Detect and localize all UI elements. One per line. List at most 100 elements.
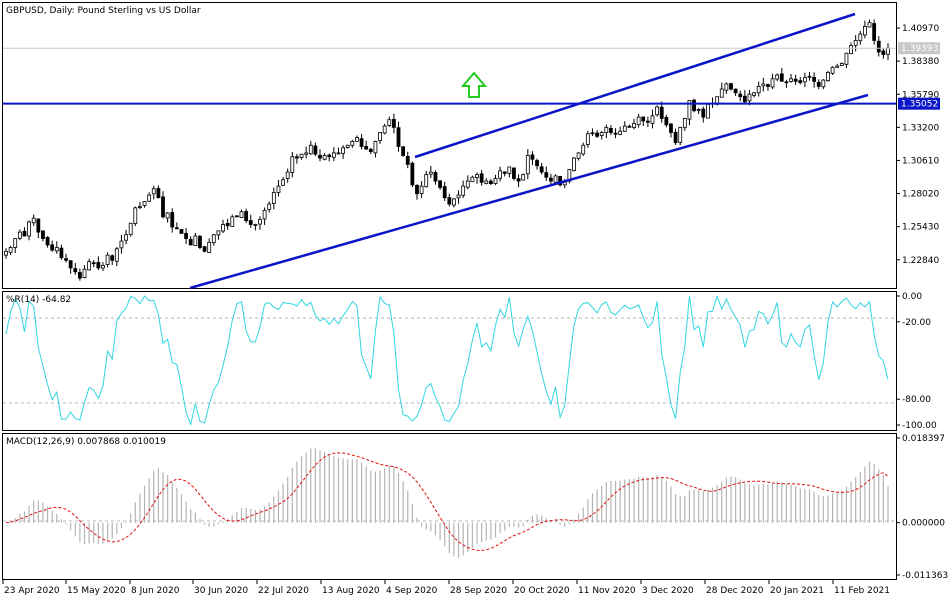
candle (41, 230, 45, 242)
candle (281, 176, 285, 186)
candle (36, 218, 41, 239)
candle (258, 216, 262, 230)
candle (308, 140, 313, 155)
main-frame (2, 2, 897, 289)
candle (198, 234, 202, 250)
candle (114, 247, 119, 267)
candle (188, 236, 193, 246)
candle (142, 201, 147, 208)
candle (696, 107, 701, 115)
candle (853, 35, 858, 52)
candle (641, 116, 646, 126)
candle (419, 181, 424, 199)
macd-axis-tick: -0.011363 (902, 571, 948, 581)
wpr-axis-tick: -20.00 (902, 318, 931, 328)
macd-axis-tick: 0.018397 (902, 434, 945, 444)
candle (876, 36, 881, 57)
candle (613, 128, 618, 139)
candle (138, 201, 142, 210)
candle (350, 139, 355, 148)
candle (156, 185, 161, 199)
candle (807, 71, 812, 81)
candle (239, 209, 244, 219)
candle (276, 179, 281, 197)
candle (405, 151, 410, 169)
candle (387, 116, 392, 127)
candle (470, 175, 475, 183)
candle (844, 52, 849, 69)
svg-text:1.35052: 1.35052 (901, 100, 938, 110)
candle (886, 43, 890, 61)
date-axis-label: 23 Apr 2020 (4, 586, 60, 596)
candle (461, 180, 466, 199)
candle (770, 73, 775, 90)
date-axis-label: 11 Feb 2021 (834, 586, 890, 596)
candle (525, 149, 530, 180)
candle (752, 92, 756, 98)
candle (465, 175, 470, 190)
candle (91, 260, 96, 268)
price-axis-tick: 1.30610 (902, 156, 939, 166)
candle (96, 256, 101, 271)
axes-layer: 1.40970 1.38380 1.35790 1.33200 1.30610 1.280… (2, 24, 948, 596)
candle (331, 147, 336, 162)
candle (452, 198, 456, 208)
wpr-layer (5, 294, 889, 426)
candle (193, 232, 198, 246)
candle (45, 236, 50, 248)
candle (622, 121, 627, 132)
overlays-layer (3, 12, 896, 290)
candle (863, 20, 867, 39)
candle (484, 178, 489, 185)
candle (839, 62, 844, 66)
candle (636, 113, 641, 128)
candle (271, 187, 276, 210)
candle (553, 174, 558, 184)
macd-axis-tick: 0.000000 (902, 519, 945, 529)
candle (262, 207, 267, 226)
candle (401, 146, 406, 157)
candle (650, 109, 655, 129)
candle (766, 83, 770, 91)
candle (595, 130, 599, 138)
candle (359, 133, 364, 150)
candle (202, 245, 207, 253)
date-axis-label: 30 Jun 2020 (194, 586, 248, 596)
date-axis-label: 3 Dec 2020 (642, 586, 694, 596)
candle (211, 234, 216, 246)
wpr-axis-tick: 0.00 (902, 292, 922, 302)
candle (336, 147, 341, 155)
candle (290, 151, 295, 178)
macd-signal-line (5, 452, 889, 551)
candle (590, 128, 595, 137)
candle (835, 63, 840, 68)
candle (59, 244, 64, 260)
candle (609, 125, 613, 136)
date-axis-label: 28 Dec 2020 (706, 586, 764, 596)
candle (632, 118, 636, 130)
candle (521, 173, 526, 181)
wpr-axis-tick: -80.00 (902, 395, 931, 405)
candle (599, 130, 604, 140)
candle (128, 222, 133, 237)
candle (234, 215, 239, 218)
candle (826, 70, 830, 82)
candle (664, 114, 669, 128)
candle (682, 117, 687, 131)
candle (373, 140, 378, 158)
horizontal-level-tag: 1.35052 (898, 97, 940, 110)
frames (2, 2, 897, 580)
candle (27, 220, 31, 241)
channel-upper-line (414, 12, 856, 159)
candle (327, 153, 332, 162)
date-axis-label: 15 May 2020 (67, 586, 126, 596)
candle (230, 214, 235, 227)
wpr-frame (2, 291, 897, 431)
candle (701, 106, 706, 123)
candle (502, 171, 507, 177)
candle (368, 147, 373, 155)
candle (207, 238, 212, 254)
candle (442, 181, 447, 202)
candle (655, 105, 660, 117)
